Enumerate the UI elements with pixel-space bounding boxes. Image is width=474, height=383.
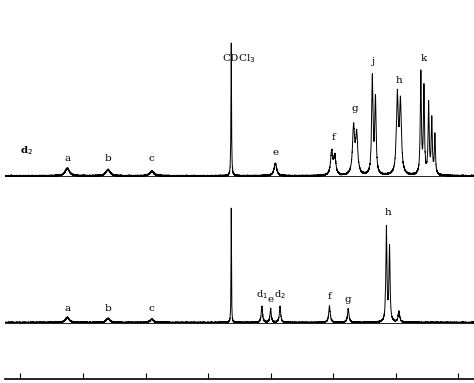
Text: c: c <box>149 304 155 313</box>
Text: j: j <box>371 57 374 66</box>
Text: h: h <box>384 208 392 218</box>
Text: g: g <box>352 105 358 113</box>
Text: d$_2$: d$_2$ <box>274 288 286 301</box>
Text: g: g <box>345 295 352 304</box>
Text: CDCl$_3$: CDCl$_3$ <box>222 52 256 65</box>
Text: h: h <box>395 76 402 85</box>
Text: f: f <box>328 292 331 301</box>
Text: e: e <box>272 148 278 157</box>
Text: a: a <box>64 154 70 164</box>
Text: b: b <box>105 154 111 164</box>
Text: b: b <box>105 304 111 313</box>
Text: c: c <box>149 154 155 164</box>
Text: e: e <box>268 295 273 304</box>
Text: k: k <box>421 54 427 63</box>
Text: f: f <box>331 133 335 142</box>
Text: d$_2$: d$_2$ <box>20 144 33 157</box>
Text: a: a <box>64 304 70 313</box>
Text: d$_1$: d$_1$ <box>256 288 268 301</box>
